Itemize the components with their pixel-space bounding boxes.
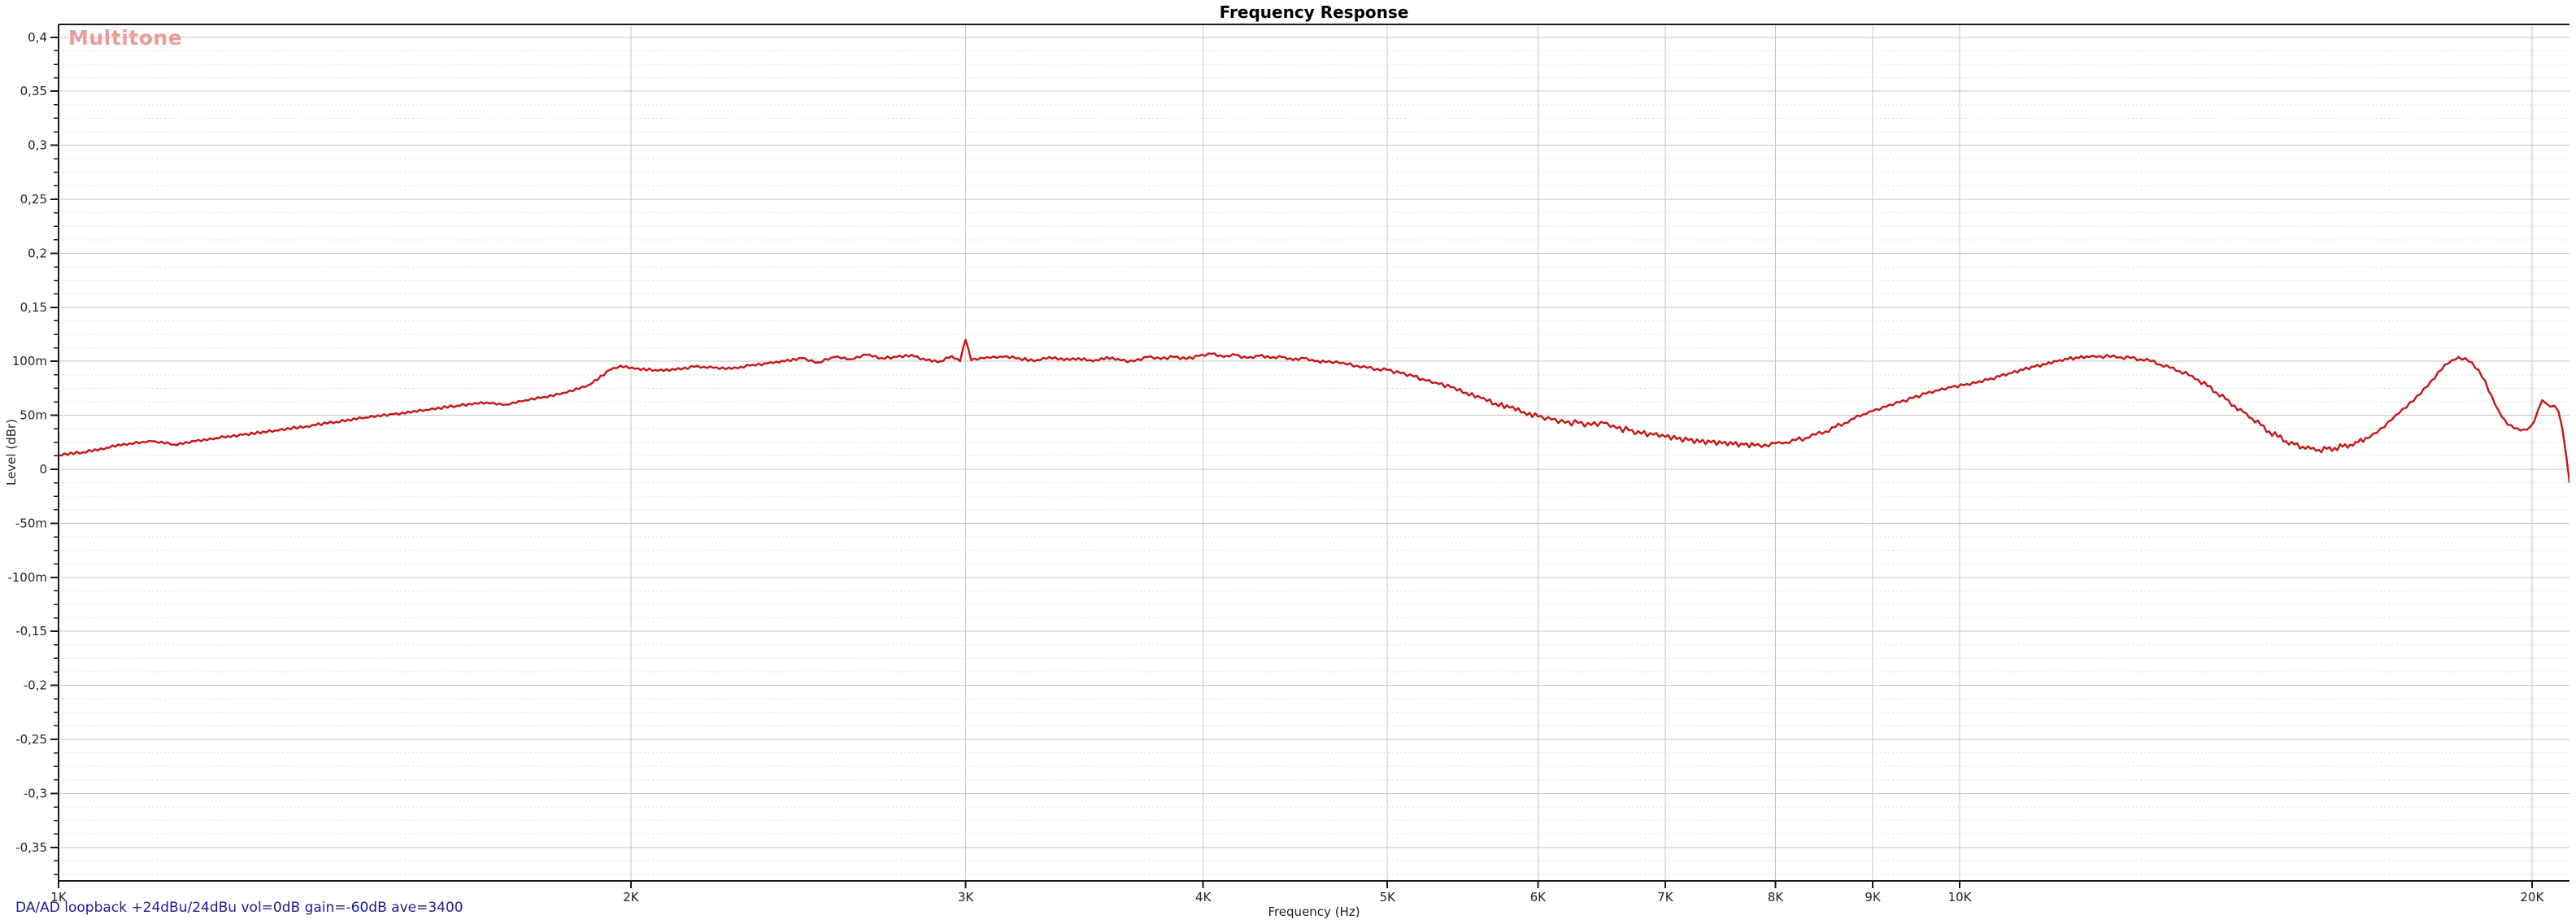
svg-text:0,2: 0,2 — [28, 246, 47, 260]
plot-frame — [58, 24, 2569, 882]
svg-text:10K: 10K — [1948, 890, 1973, 904]
svg-text:0,35: 0,35 — [20, 84, 47, 98]
svg-text:-0,2: -0,2 — [24, 678, 47, 693]
y-axis-title: Level (dBr) — [4, 418, 19, 486]
svg-text:-0,15: -0,15 — [15, 624, 47, 639]
svg-text:2K: 2K — [623, 890, 640, 904]
x-axis-ticks — [58, 881, 2533, 888]
svg-text:100m: 100m — [12, 354, 47, 368]
svg-text:0,3: 0,3 — [28, 138, 47, 153]
chart-title: Frequency Response — [1219, 2, 1409, 22]
svg-text:5K: 5K — [1380, 890, 1397, 904]
svg-text:0: 0 — [39, 462, 47, 477]
y-axis-ticks — [50, 36, 59, 875]
x-axis-title: Frequency (Hz) — [1268, 904, 1360, 919]
svg-text:0,15: 0,15 — [20, 300, 47, 315]
x-axis-tick-labels: 1K 2K 3K 4K 5K 6K 7K 8K 9K 10K 20K — [50, 890, 2544, 904]
svg-text:-100m: -100m — [7, 570, 47, 585]
svg-text:-0,25: -0,25 — [15, 732, 47, 747]
multitone-watermark: Multitone — [68, 26, 183, 50]
x-gridlines — [58, 24, 2533, 881]
svg-text:3K: 3K — [958, 890, 975, 904]
svg-text:1K: 1K — [50, 890, 67, 904]
measurement-annotation: DA/AD loopback +24dBu/24dBu vol=0dB gain… — [15, 900, 463, 916]
svg-text:-0,35: -0,35 — [15, 840, 47, 855]
y-major-gridlines — [59, 37, 2569, 848]
svg-text:6K: 6K — [1530, 890, 1547, 904]
svg-text:8K: 8K — [1768, 890, 1785, 904]
y-axis-tick-labels: 0,4 0,35 0,3 0,25 0,2 0,15 100m 50m 0 -50m -100m -0… — [7, 30, 47, 855]
svg-text:9K: 9K — [1865, 890, 1882, 904]
svg-text:20K: 20K — [2520, 890, 2544, 904]
svg-text:7K: 7K — [1657, 890, 1674, 904]
svg-text:-0,3: -0,3 — [24, 786, 47, 800]
svg-text:4K: 4K — [1195, 890, 1212, 904]
svg-text:0,25: 0,25 — [20, 192, 47, 207]
svg-text:-50m: -50m — [15, 516, 47, 530]
response-curve — [59, 338, 2569, 484]
y-minor-gridlines — [59, 50, 2569, 875]
svg-text:0,4: 0,4 — [28, 30, 47, 45]
svg-text:50m: 50m — [20, 408, 47, 423]
